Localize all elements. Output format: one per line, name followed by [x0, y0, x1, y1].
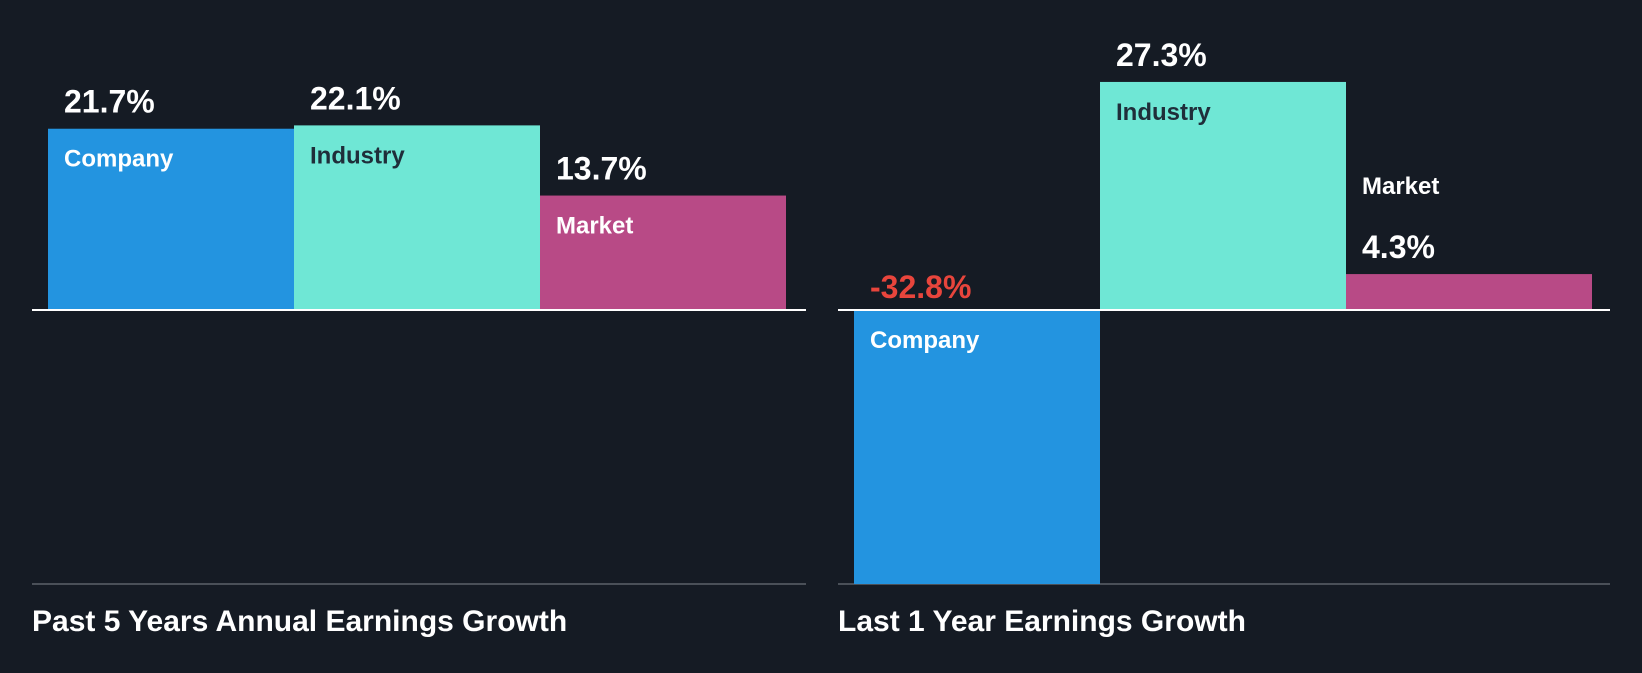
bar-label-company: Company — [64, 146, 174, 173]
bar-industry — [294, 125, 540, 310]
bar-label-industry: Industry — [1116, 99, 1211, 126]
value-label-market: 4.3% — [1362, 229, 1435, 265]
bar-company — [48, 128, 294, 310]
panel-title-last-1-year: Last 1 Year Earnings Growth — [838, 605, 1246, 638]
value-label-market: 13.7% — [556, 151, 647, 187]
panel-title-past-5-years: Past 5 Years Annual Earnings Growth — [32, 605, 568, 638]
bar-label-company: Company — [870, 327, 980, 354]
bar-market — [540, 195, 786, 310]
bar-label-market: Market — [556, 213, 633, 240]
bar-industry — [1100, 81, 1346, 310]
value-label-company: -32.8% — [870, 269, 971, 305]
bar-market — [1346, 274, 1592, 310]
value-label-industry: 27.3% — [1116, 37, 1207, 73]
bar-company — [854, 310, 1100, 584]
bar-label-market: Market — [1362, 173, 1439, 200]
bar-label-industry: Industry — [310, 142, 405, 169]
value-label-company: 21.7% — [64, 84, 155, 120]
value-label-industry: 22.1% — [310, 80, 401, 116]
